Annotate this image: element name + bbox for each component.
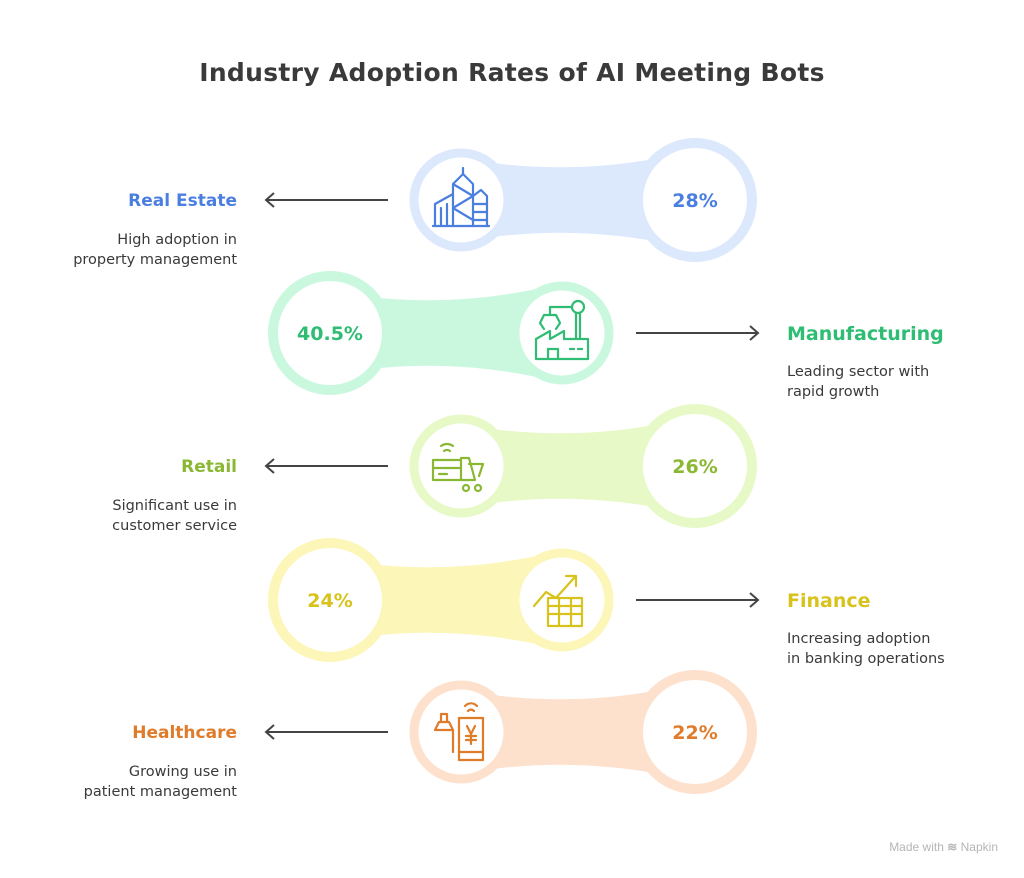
- industry-description: Increasing adoption: [787, 631, 930, 647]
- industry-label: Real Estate: [128, 191, 237, 211]
- industry-description: Growing use in: [129, 764, 237, 780]
- industry-description: High adoption in: [117, 232, 237, 248]
- value-circle: [633, 404, 757, 528]
- page-title: Industry Adoption Rates of AI Meeting Bo…: [199, 58, 825, 87]
- value-circle: [633, 670, 757, 794]
- industry-label: Retail: [181, 457, 237, 477]
- city-buildings-icon: [431, 166, 491, 228]
- value-circle: [268, 271, 392, 395]
- napkin-watermark: Made with ≋ Napkin: [889, 840, 998, 854]
- icon-circle: [409, 148, 513, 252]
- medical-payment-icon: [433, 702, 485, 762]
- industry-label: Healthcare: [132, 723, 237, 743]
- industry-description: rapid growth: [787, 384, 879, 400]
- value-circle: [633, 138, 757, 262]
- row-retail: 26% Retail Significant use in customer serv…: [112, 404, 757, 534]
- made-with-text: Made with: [889, 840, 944, 854]
- connector-bridge: [461, 150, 695, 250]
- arrow-left-icon: [264, 724, 388, 740]
- shopping-cart-card-icon: [431, 442, 485, 493]
- arrow-left-icon: [264, 192, 388, 208]
- adoption-rate-value: 22%: [672, 722, 717, 744]
- row-healthcare: 22% Healthcare Growing use in patient manag…: [84, 670, 757, 800]
- adoption-rate-value: 40.5%: [297, 323, 363, 345]
- row-real-estate: 28% Real Estate High adoption in property m…: [73, 138, 757, 268]
- adoption-rate-value: 24%: [307, 590, 352, 612]
- industry-description: in banking operations: [787, 651, 945, 667]
- row-finance: 24% Finance Increasing adoption in banking …: [268, 538, 945, 667]
- industry-description: Significant use in: [112, 498, 237, 514]
- value-circle: [268, 538, 392, 662]
- connector-bridge: [330, 283, 562, 383]
- adoption-rate-value: 28%: [672, 190, 717, 212]
- napkin-brand: Napkin: [960, 840, 998, 854]
- arrow-left-icon: [264, 458, 388, 474]
- row-manufacturing: 40.5% Manufacturing Leading sector with rap…: [268, 271, 944, 400]
- factory-robot-arm-icon: [534, 299, 590, 361]
- arrow-right-icon: [636, 325, 760, 341]
- industry-description: patient management: [84, 784, 238, 800]
- industry-description: property management: [73, 252, 237, 268]
- finance-growth-chart-icon: [532, 574, 584, 628]
- industry-description: customer service: [112, 518, 237, 534]
- icon-circle: [409, 680, 513, 784]
- industry-description: Leading sector with: [787, 364, 929, 380]
- connector-bridge: [330, 550, 562, 650]
- connector-bridge: [461, 682, 695, 782]
- adoption-rate-value: 26%: [672, 456, 717, 478]
- napkin-logo-icon: ≋: [947, 840, 958, 854]
- industry-label: Manufacturing: [787, 323, 944, 345]
- connector-bridge: [461, 416, 695, 516]
- industry-label: Finance: [787, 590, 871, 612]
- icon-circle: [510, 548, 614, 652]
- arrow-right-icon: [636, 592, 760, 608]
